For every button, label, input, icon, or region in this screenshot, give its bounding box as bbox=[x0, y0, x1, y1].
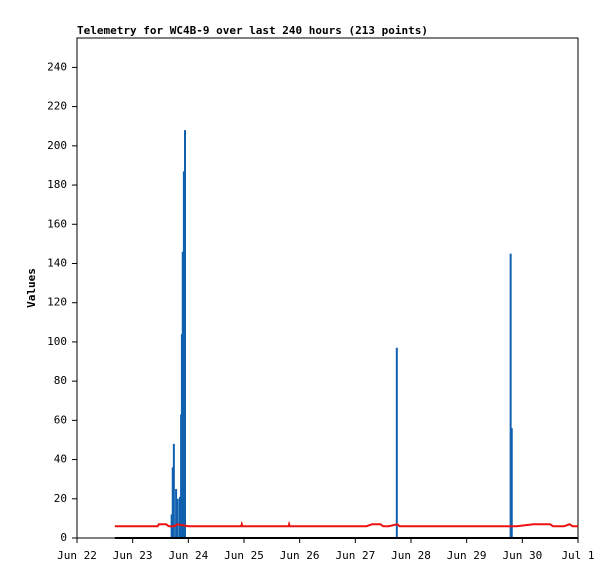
y-tick-label: 20 bbox=[54, 492, 67, 505]
x-tick-label: Jun 24 bbox=[168, 549, 208, 562]
series-line bbox=[114, 520, 578, 528]
x-tick-label: Jun 23 bbox=[113, 549, 153, 562]
x-tick-label: Jun 26 bbox=[280, 549, 320, 562]
x-tick-label: Jul 1 bbox=[561, 549, 594, 562]
y-tick-label: 0 bbox=[60, 531, 67, 544]
y-tick-label: 200 bbox=[47, 139, 67, 152]
y-tick-label: 40 bbox=[54, 453, 67, 466]
x-tick-label: Jun 30 bbox=[502, 549, 542, 562]
y-tick-label: 100 bbox=[47, 335, 67, 348]
x-tick-label: Jun 27 bbox=[335, 549, 375, 562]
x-tick-label: Jun 25 bbox=[224, 549, 264, 562]
x-tick-label: Jun 29 bbox=[447, 549, 487, 562]
x-tick-label: Jun 28 bbox=[391, 549, 431, 562]
y-tick-label: 160 bbox=[47, 217, 67, 230]
y-tick-label: 180 bbox=[47, 178, 67, 191]
y-axis-label: Values bbox=[25, 268, 38, 308]
y-tick-label: 220 bbox=[47, 100, 67, 113]
y-tick-label: 80 bbox=[54, 374, 67, 387]
chart-title: Telemetry for WC4B-9 over last 240 hours… bbox=[77, 24, 428, 37]
y-tick-label: 140 bbox=[47, 256, 67, 269]
plot-frame bbox=[76, 37, 579, 539]
y-tick-label: 120 bbox=[47, 296, 67, 309]
x-tick-label: Jun 22 bbox=[57, 549, 97, 562]
y-tick-label: 60 bbox=[54, 413, 67, 426]
y-tick-label: 240 bbox=[47, 60, 67, 73]
